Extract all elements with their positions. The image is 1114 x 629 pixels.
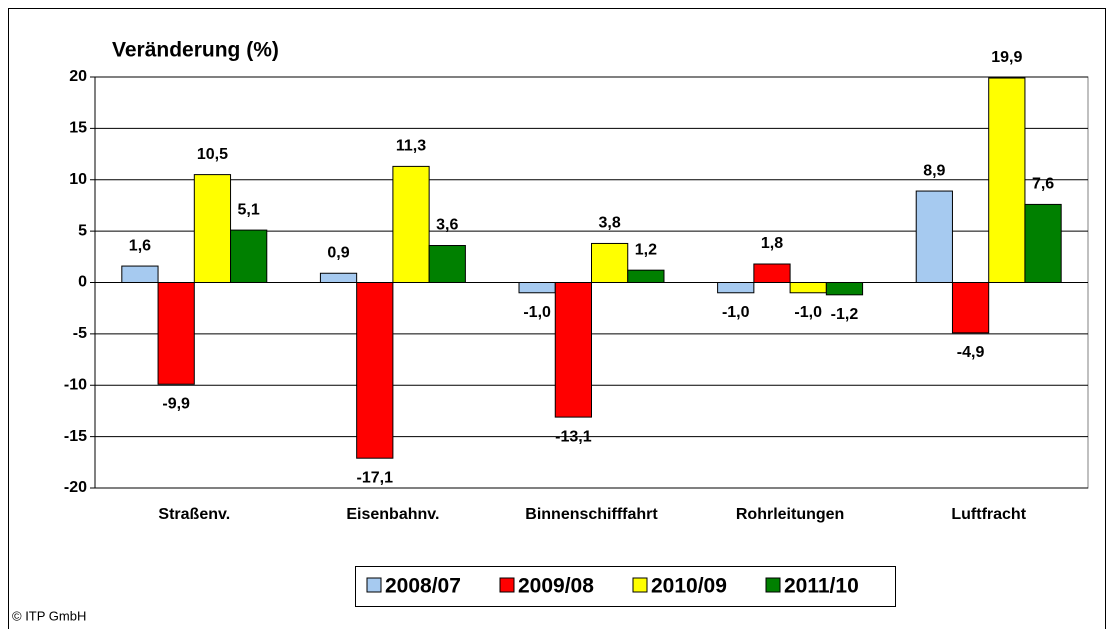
bar: [356, 282, 394, 459]
bar: [627, 269, 665, 284]
y-tick-label: 15: [69, 120, 87, 137]
bar: [951, 282, 990, 334]
data-label: -9,9: [162, 395, 190, 412]
bar: [392, 165, 430, 283]
x-tick-label: Binnenschifffahrt: [525, 506, 658, 523]
bar: [789, 282, 827, 294]
legend-label: 2010/09: [651, 575, 727, 598]
legend-label: 2011/10: [784, 575, 859, 598]
y-tick-label: 20: [69, 68, 87, 85]
bar: [915, 190, 953, 284]
data-label: 1,6: [129, 237, 151, 254]
data-label: 11,3: [396, 138, 426, 155]
y-tick-label: 5: [78, 222, 87, 239]
bar: [554, 282, 592, 418]
y-tick-label: -20: [64, 479, 87, 496]
legend: [355, 566, 896, 607]
data-label: -1,0: [523, 304, 551, 321]
bar: [988, 77, 1026, 283]
bar: [1024, 203, 1062, 283]
x-tick-label: Rohrleitungen: [736, 506, 844, 523]
legend-swatch: [366, 577, 382, 593]
data-label: -1,2: [831, 306, 859, 323]
data-label: 19,9: [991, 49, 1022, 66]
bar: [193, 174, 232, 283]
bar: [121, 265, 159, 283]
source: © ITP GmbH: [12, 608, 86, 623]
data-label: 3,8: [598, 215, 620, 232]
bar: [591, 242, 629, 283]
y-tick-label: 10: [69, 171, 87, 188]
legend-label: 2008/07: [385, 575, 461, 598]
data-label: 1,8: [761, 235, 783, 252]
legend-swatch: [765, 577, 781, 593]
bar: [319, 272, 358, 284]
data-label: 7,6: [1032, 176, 1054, 193]
legend-swatch: [499, 577, 515, 593]
data-label: 3,6: [436, 217, 458, 234]
bar: [230, 229, 268, 284]
data-label: 0,9: [327, 244, 349, 261]
bar: [753, 263, 791, 284]
bar: [825, 282, 864, 296]
data-label: -17,1: [357, 469, 394, 486]
x-tick-label: Luftfracht: [951, 506, 1026, 523]
data-label: 8,9: [923, 162, 945, 179]
data-label: -1,0: [722, 304, 750, 321]
bar: [428, 245, 466, 283]
bar: [157, 282, 195, 385]
data-label: 1,2: [635, 241, 657, 258]
data-label: 5,1: [238, 201, 260, 218]
x-tick-label: Eisenbahnv.: [346, 506, 439, 523]
data-label: -4,9: [957, 344, 985, 361]
y-tick-label: -10: [64, 376, 87, 393]
chart-title: Veränderung (%): [112, 39, 279, 62]
data-label: 10,5: [197, 146, 228, 163]
legend-label: 2009/08: [518, 575, 594, 598]
bar: [717, 282, 755, 294]
y-tick-label: 0: [78, 274, 87, 291]
bar: [518, 282, 556, 294]
legend-swatch: [632, 577, 648, 593]
data-label: -1,0: [794, 304, 822, 321]
data-label: -13,1: [555, 428, 592, 445]
x-tick-label: Straßenv.: [158, 506, 230, 523]
y-tick-label: -5: [73, 325, 87, 342]
y-tick-label: -15: [64, 428, 87, 445]
